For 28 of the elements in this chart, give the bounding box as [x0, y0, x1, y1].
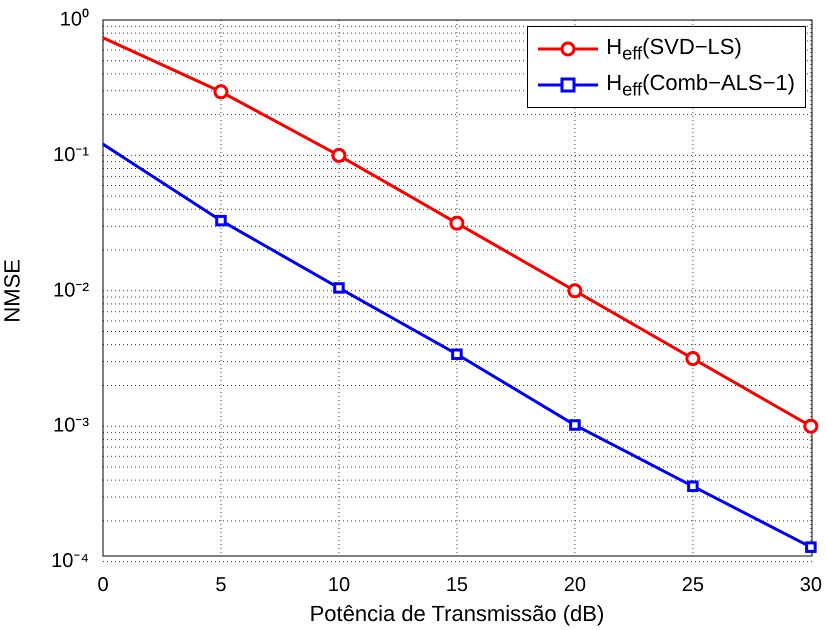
point [687, 480, 699, 492]
y-tick-label: 10⁻⁴ [51, 550, 89, 572]
legend-label: H$_{eff}$(SVD−LS) [606, 34, 742, 64]
y-tick-label: 10⁻¹ [53, 144, 90, 166]
x-tick-label: 30 [800, 574, 822, 596]
x-tick-label: 25 [682, 574, 704, 596]
x-tick-label: 20 [564, 574, 586, 596]
point [803, 418, 818, 434]
point [567, 283, 582, 298]
y-axis-title: NMSE [0, 259, 24, 323]
point [213, 84, 228, 100]
point [569, 419, 581, 431]
y-tick-label: 10⁰ [60, 8, 89, 31]
legend-label: H$_{eff}$(Comb−ALS−1) [606, 70, 795, 100]
x-tick-label: 5 [215, 574, 227, 596]
x-tick-label: 10 [328, 574, 350, 596]
y-tick-label: 10⁻² [53, 279, 90, 302]
x-tick-label: 15 [446, 574, 468, 596]
point [333, 282, 345, 294]
point [449, 216, 464, 231]
x-tick-label: 0 [97, 574, 109, 596]
point [805, 541, 817, 553]
point [215, 214, 227, 226]
point [331, 148, 346, 163]
x-axis-title: Potência de Transmissão (dB) [310, 600, 604, 626]
point [685, 351, 700, 366]
point [451, 348, 463, 360]
y-tick-label: 10⁻³ [53, 414, 90, 437]
